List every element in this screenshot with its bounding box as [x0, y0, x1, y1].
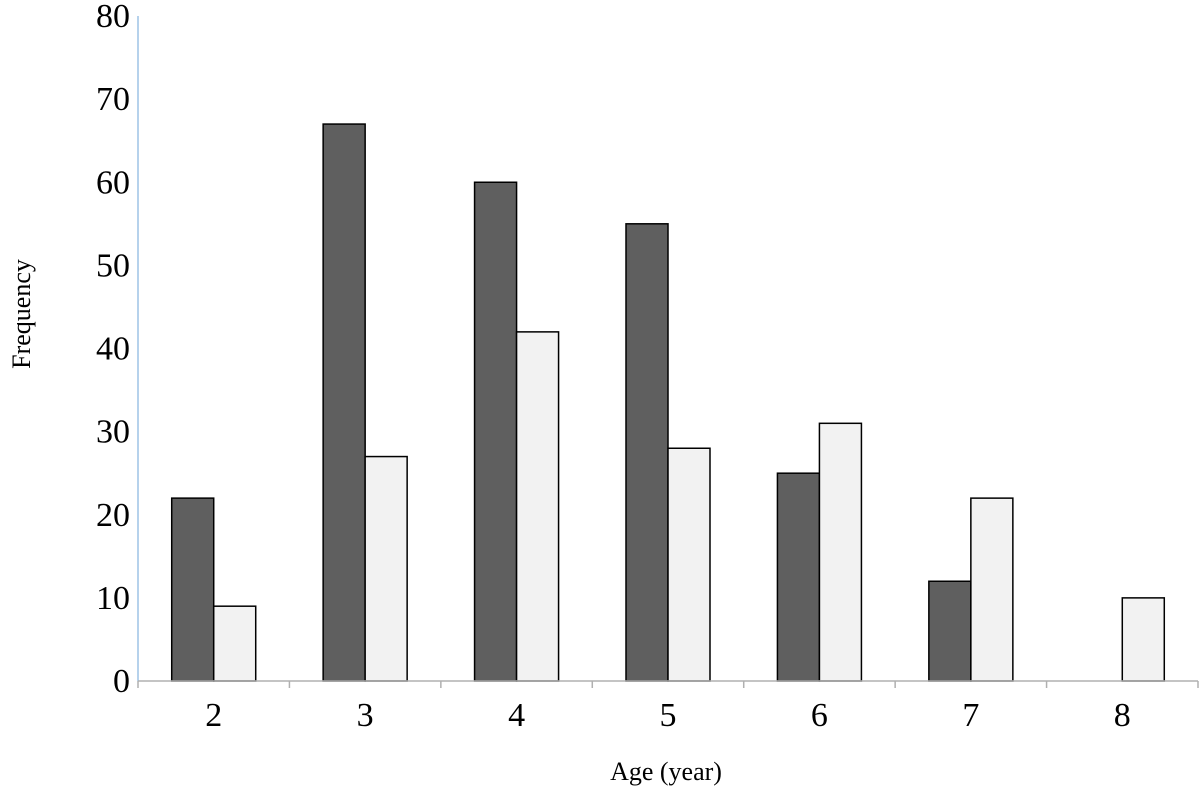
bar-series1 [170, 497, 215, 682]
y-tick-label: 30 [96, 414, 130, 451]
x-tick-label: 4 [508, 697, 525, 734]
bars-group [170, 123, 1166, 682]
y-axis-title: Frequency [7, 259, 36, 369]
bar-series2 [212, 605, 257, 682]
y-tick-label: 10 [96, 580, 130, 617]
y-tick-label: 20 [96, 497, 130, 534]
x-tick-marks [137, 681, 1199, 688]
bar-series2 [667, 447, 711, 682]
y-tick-label: 50 [96, 247, 130, 284]
x-tick-label: 5 [660, 697, 677, 734]
bar-series2 [970, 497, 1014, 682]
x-tick-labels: 2 3 4 5 6 7 8 [205, 697, 1131, 734]
y-tick-label: 70 [96, 81, 130, 118]
bar-series2 [1121, 597, 1166, 682]
x-tick-label: 8 [1114, 697, 1131, 734]
bar-series1 [928, 580, 972, 682]
bar-series2 [364, 455, 408, 682]
bar-series1 [625, 223, 669, 682]
y-tick-label: 80 [96, 0, 130, 35]
x-tick-label: 7 [962, 697, 979, 734]
x-tick-label: 6 [811, 697, 828, 734]
x-axis-title: Age (year) [610, 757, 722, 786]
bar-series2 [818, 422, 863, 682]
bar-series1 [473, 181, 518, 682]
bar-series2 [515, 331, 560, 682]
bar-series1 [776, 472, 821, 682]
y-tick-label: 60 [96, 164, 130, 201]
bar-series1 [322, 123, 366, 682]
y-tick-labels: 0 10 20 30 40 50 60 70 80 [96, 0, 130, 700]
y-tick-label: 40 [96, 331, 130, 368]
x-tick-label: 2 [205, 697, 222, 734]
y-tick-label: 0 [113, 663, 130, 700]
x-tick-label: 3 [357, 697, 374, 734]
